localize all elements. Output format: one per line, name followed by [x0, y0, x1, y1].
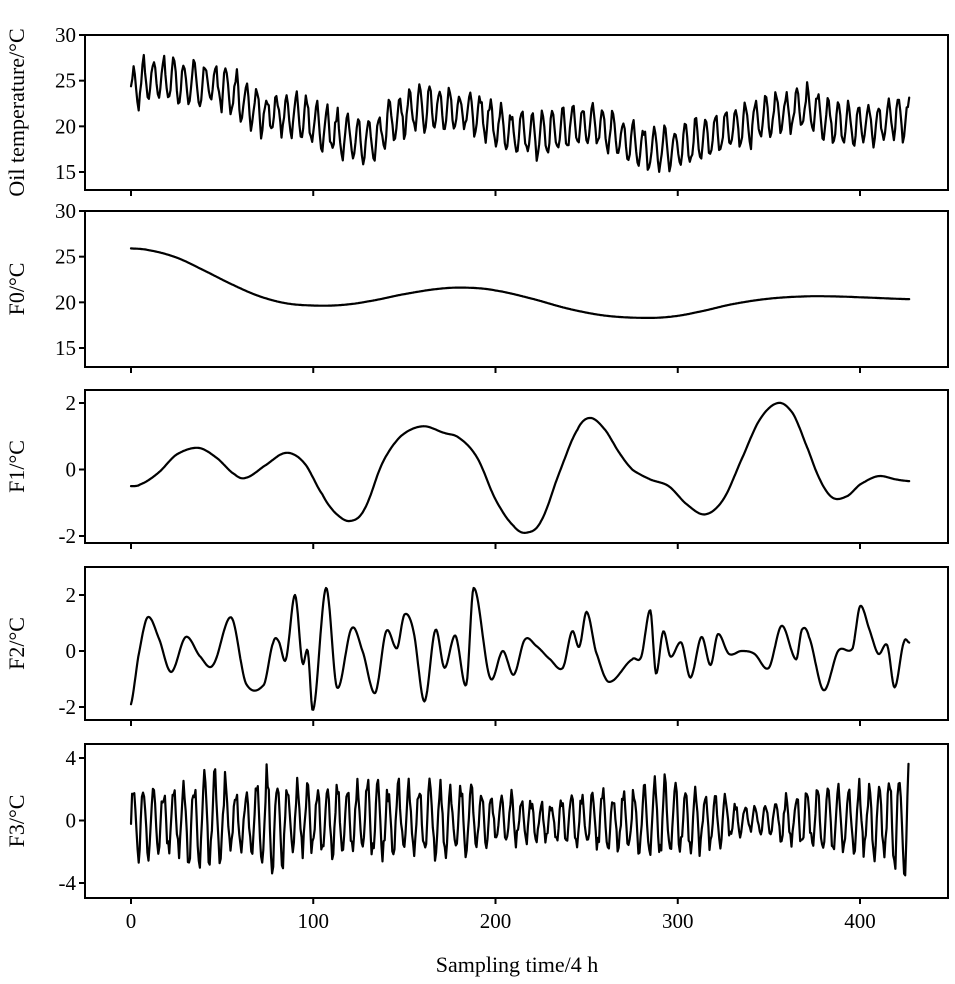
y-tick-label: 20	[55, 114, 76, 138]
y-axis-title: Oil temperature/°C	[4, 28, 29, 196]
y-tick-label: 30	[55, 199, 76, 223]
y-tick-label: 30	[55, 23, 76, 47]
y-tick-label: 25	[55, 69, 76, 93]
x-tick-label: 300	[662, 909, 694, 933]
panel-F1: -2 0 2 F1/°C	[4, 389, 949, 549]
y-tick-label: 25	[55, 245, 76, 269]
y-axis-title: F3/°C	[4, 795, 29, 848]
panel-frame	[84, 34, 949, 191]
panel-F0: 15 20 25 30 F0/°C	[4, 199, 949, 373]
series-line-F1	[129, 401, 911, 534]
x-axis-title: Sampling time/4 h	[436, 952, 599, 977]
panel-oil: 15 20 25 30 Oil temperature/°C	[4, 23, 949, 197]
panel-frame	[84, 566, 949, 721]
y-tick-label: 15	[55, 160, 76, 184]
y-tick-label: 2	[66, 391, 77, 415]
y-axis-title: F0/°C	[4, 263, 29, 316]
panel-F2: -2 0 2 F2/°C	[4, 566, 949, 726]
y-tick-label: 0	[66, 809, 77, 833]
y-tick-label: -2	[59, 695, 77, 719]
series-line-F2	[129, 586, 911, 711]
y-tick-label: 0	[66, 639, 77, 663]
panel-frame	[84, 389, 949, 544]
y-axis-title: F2/°C	[4, 617, 29, 670]
x-tick-label: 0	[126, 909, 137, 933]
x-tick-label: 100	[298, 909, 330, 933]
x-tick-label: 200	[480, 909, 512, 933]
y-tick-label: 20	[55, 290, 76, 314]
series-line-F3	[129, 762, 910, 877]
y-axis-title: F1/°C	[4, 440, 29, 493]
x-tick-label: 400	[844, 909, 876, 933]
panel-F3: -4 0 4 F3/°C	[4, 743, 949, 904]
panel-frame	[84, 210, 949, 368]
y-tick-label: -2	[59, 524, 77, 548]
y-tick-label: -4	[59, 871, 77, 895]
y-tick-label: 2	[66, 583, 77, 607]
series-line-F0	[129, 247, 911, 319]
series-line-oil	[129, 53, 911, 173]
y-tick-label: 4	[66, 746, 77, 770]
y-tick-label: 0	[66, 458, 77, 482]
panel-frame	[84, 743, 949, 899]
y-tick-label: 15	[55, 336, 76, 360]
